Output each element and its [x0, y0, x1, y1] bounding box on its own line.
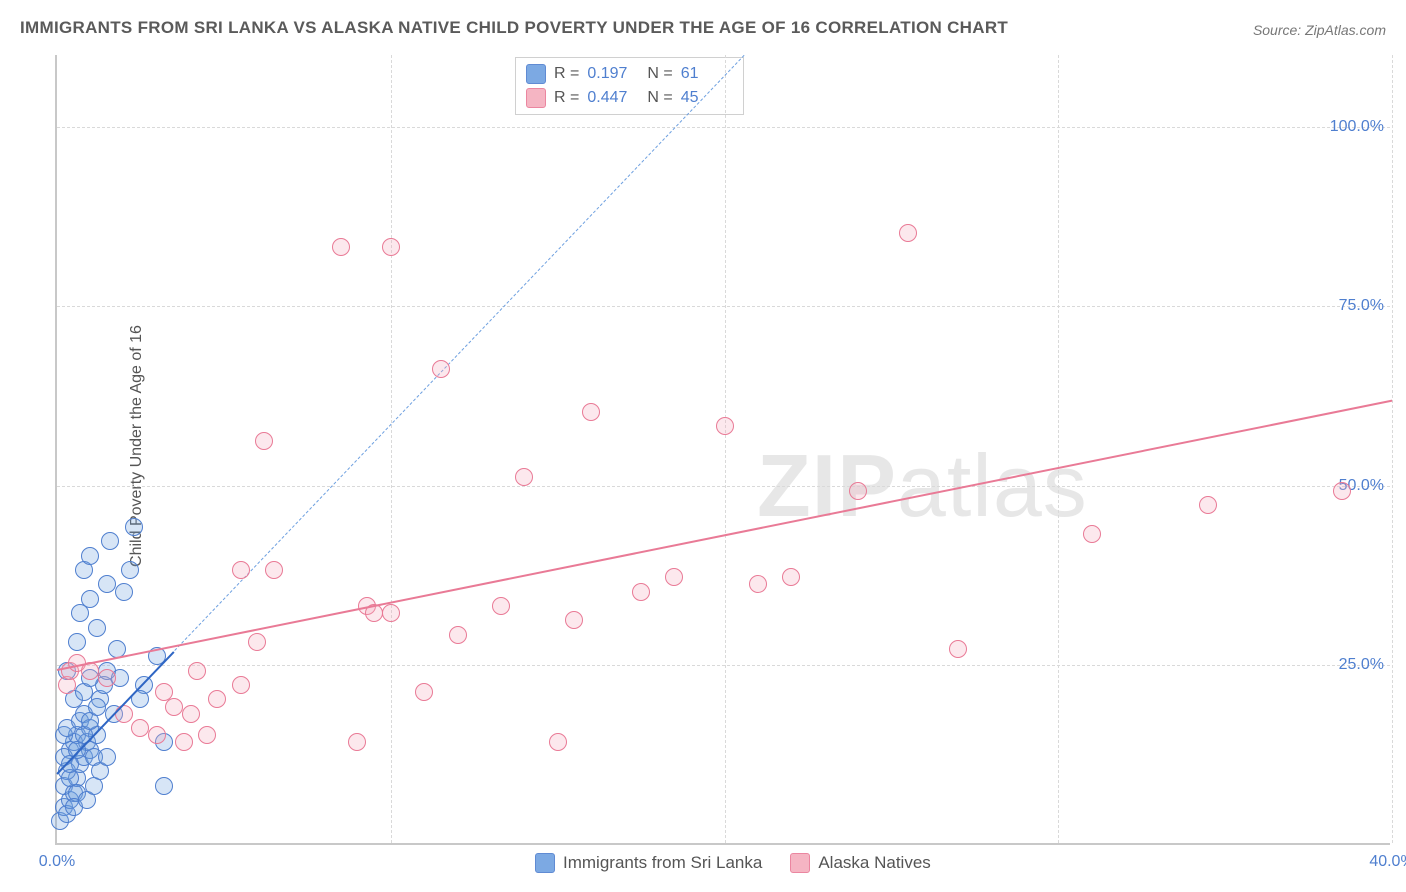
- data-point: [449, 626, 467, 644]
- y-tick-label: 100.0%: [1330, 118, 1384, 136]
- data-point: [148, 726, 166, 744]
- data-point: [232, 676, 250, 694]
- data-point: [265, 561, 283, 579]
- data-point: [125, 518, 143, 536]
- stat-n-label: N =: [647, 89, 672, 107]
- series-swatch: [526, 64, 546, 84]
- data-point: [198, 726, 216, 744]
- data-point: [492, 597, 510, 615]
- data-point: [81, 547, 99, 565]
- data-point: [121, 561, 139, 579]
- data-point: [68, 633, 86, 651]
- data-point: [1083, 525, 1101, 543]
- data-point: [175, 733, 193, 751]
- legend-label: Alaska Natives: [818, 853, 930, 873]
- data-point: [98, 669, 116, 687]
- data-point: [949, 640, 967, 658]
- data-point: [232, 561, 250, 579]
- series-swatch: [535, 853, 555, 873]
- data-point: [98, 575, 116, 593]
- chart-title: IMMIGRANTS FROM SRI LANKA VS ALASKA NATI…: [20, 18, 1008, 38]
- data-point: [115, 583, 133, 601]
- stat-r-value: 0.197: [587, 65, 639, 83]
- data-point: [348, 733, 366, 751]
- gridline-horizontal: [57, 306, 1390, 307]
- data-point: [749, 575, 767, 593]
- data-point: [432, 360, 450, 378]
- gridline-horizontal: [57, 486, 1390, 487]
- series-swatch: [790, 853, 810, 873]
- gridline-vertical: [1058, 55, 1059, 843]
- gridline-vertical: [391, 55, 392, 843]
- source-attribution: Source: ZipAtlas.com: [1253, 22, 1386, 38]
- data-point: [582, 403, 600, 421]
- data-point: [1333, 482, 1351, 500]
- data-point: [188, 662, 206, 680]
- x-tick-label: 0.0%: [39, 853, 75, 871]
- data-point: [899, 224, 917, 242]
- series-swatch: [526, 88, 546, 108]
- plot-area: ZIPatlas R =0.197N =61R =0.447N =45 25.0…: [55, 55, 1390, 845]
- data-point: [632, 583, 650, 601]
- gridline-horizontal: [57, 665, 1390, 666]
- stat-r-label: R =: [554, 89, 579, 107]
- data-point: [1199, 496, 1217, 514]
- data-point: [549, 733, 567, 751]
- data-point: [415, 683, 433, 701]
- y-tick-label: 25.0%: [1339, 656, 1384, 674]
- data-point: [382, 604, 400, 622]
- data-point: [155, 777, 173, 795]
- stat-r-label: R =: [554, 65, 579, 83]
- data-point: [182, 705, 200, 723]
- gridline-vertical: [1392, 55, 1393, 843]
- legend-stats-row: R =0.197N =61: [526, 62, 733, 86]
- data-point: [716, 417, 734, 435]
- legend-item: Immigrants from Sri Lanka: [535, 853, 762, 873]
- stat-n-label: N =: [647, 65, 672, 83]
- data-point: [248, 633, 266, 651]
- data-point: [81, 590, 99, 608]
- data-point: [165, 698, 183, 716]
- legend-stats: R =0.197N =61R =0.447N =45: [515, 57, 744, 115]
- stat-r-value: 0.447: [587, 89, 639, 107]
- gridline-vertical: [725, 55, 726, 843]
- x-tick-label: 40.0%: [1369, 853, 1406, 871]
- data-point: [565, 611, 583, 629]
- y-tick-label: 75.0%: [1339, 297, 1384, 315]
- data-point: [382, 238, 400, 256]
- data-point: [88, 619, 106, 637]
- gridline-horizontal: [57, 127, 1390, 128]
- data-point: [255, 432, 273, 450]
- data-point: [98, 748, 116, 766]
- data-point: [101, 532, 119, 550]
- data-point: [131, 719, 149, 737]
- legend-item: Alaska Natives: [790, 853, 930, 873]
- data-point: [332, 238, 350, 256]
- legend-label: Immigrants from Sri Lanka: [563, 853, 762, 873]
- data-point: [208, 690, 226, 708]
- data-point: [849, 482, 867, 500]
- data-point: [782, 568, 800, 586]
- data-point: [515, 468, 533, 486]
- data-point: [88, 698, 106, 716]
- data-point: [665, 568, 683, 586]
- legend-series: Immigrants from Sri Lanka Alaska Natives: [535, 853, 931, 873]
